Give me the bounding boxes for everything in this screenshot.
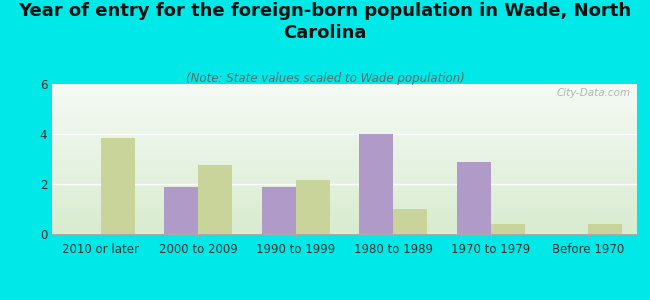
Bar xyxy=(491,224,525,234)
Bar xyxy=(198,165,233,234)
Bar xyxy=(588,224,623,234)
Legend: Wade, North Carolina: Wade, North Carolina xyxy=(240,298,449,300)
Bar xyxy=(296,180,330,234)
Text: City-Data.com: City-Data.com xyxy=(557,88,631,98)
Bar xyxy=(261,187,296,234)
Bar xyxy=(101,138,135,234)
Bar xyxy=(457,161,491,234)
Bar xyxy=(393,209,428,234)
Text: Year of entry for the foreign-born population in Wade, North
Carolina: Year of entry for the foreign-born popul… xyxy=(18,2,632,42)
Bar xyxy=(164,187,198,234)
Bar xyxy=(359,134,393,234)
Text: (Note: State values scaled to Wade population): (Note: State values scaled to Wade popul… xyxy=(185,72,465,85)
